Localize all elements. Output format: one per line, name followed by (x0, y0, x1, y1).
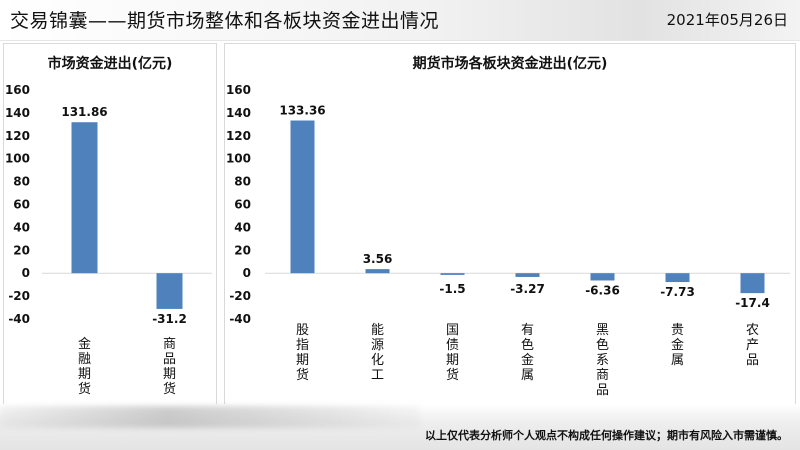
y-tick-label: 100 (5, 152, 30, 166)
category-label: 有色金属 (521, 323, 534, 383)
footer-band (0, 404, 800, 450)
bar-3 (440, 273, 465, 275)
data-label: 133.36 (279, 104, 325, 118)
y-tick-label: 160 (226, 83, 251, 97)
y-tick-label: 80 (13, 175, 30, 189)
y-tick-label: 160 (5, 83, 30, 97)
market-flow-chart: 市场资金进出(亿元) -40 -20 0 20 40 60 80 100 120 140 160 131… (5, 55, 212, 397)
data-label: 3.56 (363, 252, 393, 266)
data-label: -3.27 (510, 282, 545, 296)
header-bar: 交易锦囊——期货市场整体和各板块资金进出情况 2021年05月26日 (0, 0, 800, 41)
bar-1 (71, 122, 98, 274)
page-title: 交易锦囊——期货市场整体和各板块资金进出情况 (10, 10, 440, 32)
y-tick-label: 60 (13, 198, 30, 212)
y-tick-label: 140 (226, 106, 251, 120)
category-label: 能源化工 (371, 323, 384, 383)
bar-4 (515, 273, 540, 277)
disclaimer-text: 以上仅代表分析师个人观点不构成任何操作建议；期市有风险入市需谨慎。 (425, 429, 788, 442)
chart-title: 期货市场各板块资金进出(亿元) (413, 55, 608, 72)
category-label: 贵金属 (671, 323, 684, 368)
category-label: 股指期货 (296, 323, 309, 383)
y-tick-label: 140 (5, 106, 30, 120)
y-tick-label: 40 (234, 220, 251, 234)
category-label: 国债期货 (446, 323, 459, 383)
data-label: -7.73 (660, 285, 695, 299)
sector-flow-chart: 期货市场各板块资金进出(亿元) -40 -20 0 20 40 60 80 100 120 140 1… (226, 55, 790, 398)
market-flow-panel: 市场资金进出(亿元) -40 -20 0 20 40 60 80 100 120 140 160 131… (3, 43, 217, 405)
decorative-brush-stroke (0, 406, 420, 428)
y-tick-label: 0 (243, 266, 251, 280)
bar-2 (156, 273, 183, 309)
chart-title: 市场资金进出(亿元) (48, 55, 173, 72)
data-label: -17.4 (735, 296, 770, 310)
data-label: -1.5 (439, 282, 465, 296)
y-tick-label: -20 (229, 289, 251, 303)
data-label: 131.86 (61, 105, 107, 119)
report-date: 2021年05月26日 (666, 11, 788, 29)
y-tick-label: 20 (13, 243, 30, 257)
sector-flow-panel: 期货市场各板块资金进出(亿元) -40 -20 0 20 40 60 80 100 120 140 1… (224, 43, 796, 405)
y-tick-label: 100 (226, 152, 251, 166)
data-label: -6.36 (585, 283, 620, 297)
bar-7 (740, 273, 765, 294)
bar-6 (665, 273, 690, 283)
y-tick-label: 20 (234, 243, 251, 257)
y-tick-label: 60 (234, 198, 251, 212)
y-tick-label: -40 (8, 312, 30, 326)
y-tick-label: 80 (234, 175, 251, 189)
y-tick-label: 120 (5, 129, 30, 143)
category-label: 农产品 (746, 323, 759, 368)
category-label: 商品期货 (163, 337, 176, 397)
category-label: 黑色系商品 (596, 323, 609, 398)
y-tick-label: -20 (8, 289, 30, 303)
y-tick-label: 0 (22, 266, 30, 280)
bar-5 (590, 273, 615, 281)
bar-1 (290, 120, 315, 274)
y-tick-label: -40 (229, 312, 251, 326)
bar-2 (365, 269, 390, 274)
y-tick-label: 120 (226, 129, 251, 143)
category-label: 金融期货 (78, 336, 91, 397)
data-label: -31.2 (152, 312, 187, 326)
y-tick-label: 40 (13, 220, 30, 234)
